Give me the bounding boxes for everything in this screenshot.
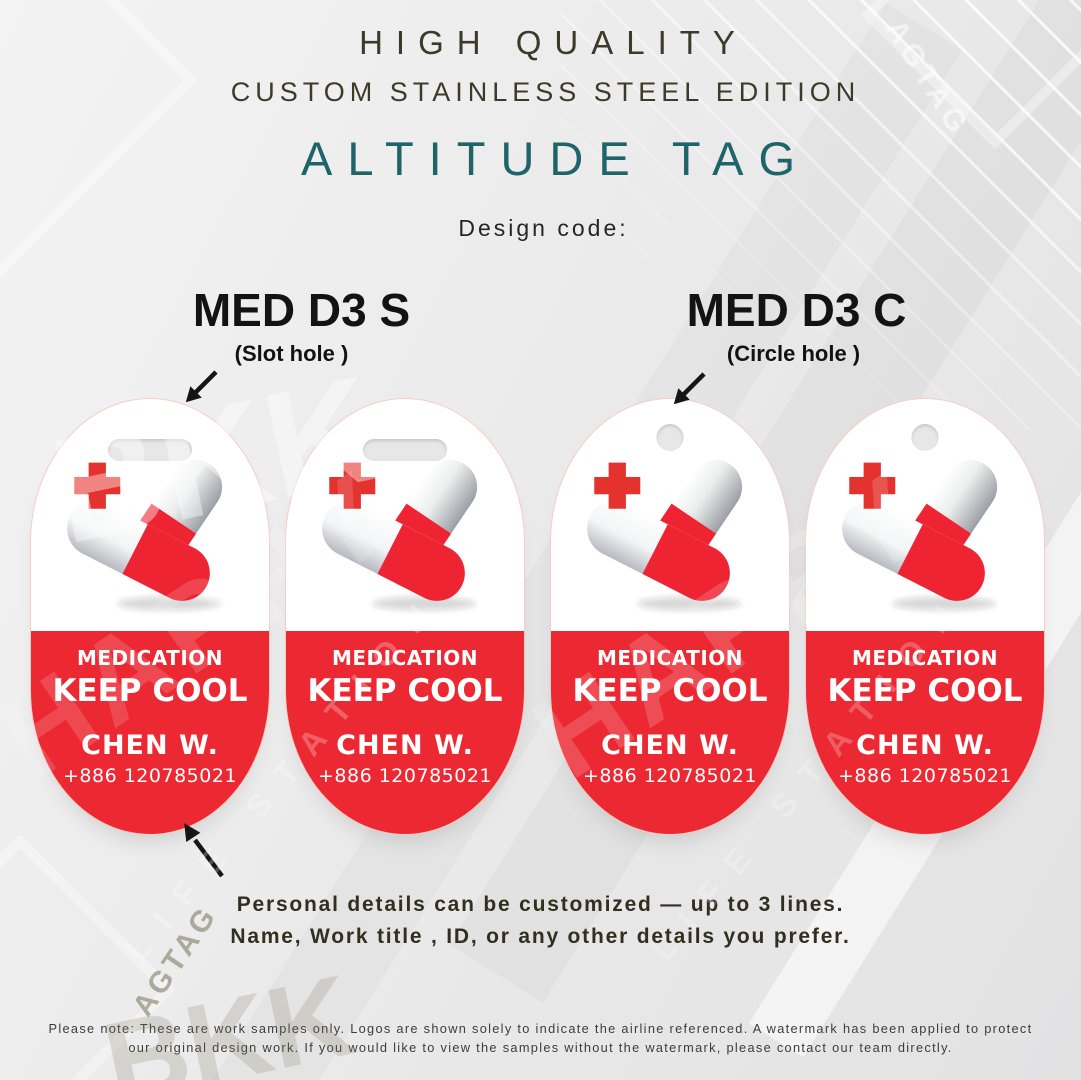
customization-note-line1: Personal details can be customized — up … xyxy=(236,893,845,916)
tag-phone: +886 120785021 xyxy=(582,765,758,787)
tag-red-panel: MEDICATION KEEP COOL CHEN W. +886 120785… xyxy=(31,631,269,834)
arrow-icon xyxy=(184,823,224,878)
tag-holder-name: CHEN W. xyxy=(81,730,219,761)
watermark-chevron xyxy=(860,0,1081,150)
tag-phone: +886 120785021 xyxy=(62,765,238,787)
arrow-icon xyxy=(182,366,222,406)
watermark-text: AGTAG xyxy=(126,899,225,1023)
luggage-tag-slot: MEDICATION KEEP COOL CHEN W. +886 120785… xyxy=(285,398,525,835)
page-title: ALTITUDE TAG xyxy=(300,132,811,185)
tag-category: MEDICATION xyxy=(851,646,999,670)
edition-heading: CUSTOM STAINLESS STEEL EDITION xyxy=(230,77,861,107)
circle-hole xyxy=(656,424,684,451)
medication-pills-icon xyxy=(309,455,501,618)
disclaimer-note: Please note: These are work samples only… xyxy=(48,1021,1033,1055)
tag-category: MEDICATION xyxy=(76,646,224,670)
design-code-slot: MED D3 S xyxy=(192,284,411,336)
tag-phone: +886 120785021 xyxy=(837,765,1013,787)
tag-category: MEDICATION xyxy=(596,646,744,670)
tag-instruction: KEEP COOL xyxy=(572,673,768,709)
tag-instruction: KEEP COOL xyxy=(307,673,503,709)
medication-pills-icon xyxy=(829,455,1021,618)
medication-pills-icon xyxy=(54,455,246,618)
slot-hole xyxy=(108,439,192,461)
tag-holder-name: CHEN W. xyxy=(336,730,474,761)
tag-instruction: KEEP COOL xyxy=(827,673,1023,709)
tag-holder-name: CHEN W. xyxy=(601,730,739,761)
design-code-circle: MED D3 C xyxy=(686,284,907,336)
medication-pills-icon xyxy=(574,455,766,618)
tag-category: MEDICATION xyxy=(331,646,479,670)
quality-heading: HIGH QUALITY xyxy=(359,24,748,61)
luggage-tag-circle: MEDICATION KEEP COOL CHEN W. +886 120785… xyxy=(805,398,1045,835)
tag-red-panel: MEDICATION KEEP COOL CHEN W. +886 120785… xyxy=(551,631,789,834)
tag-holder-name: CHEN W. xyxy=(856,730,994,761)
arrow-icon xyxy=(670,368,710,408)
circle-hole-label: (Circle hole ) xyxy=(726,341,861,366)
luggage-tag-slot: MEDICATION KEEP COOL CHEN W. +886 120785… xyxy=(30,398,270,835)
tag-red-panel: MEDICATION KEEP COOL CHEN W. +886 120785… xyxy=(286,631,524,834)
customization-note-line2: Name, Work title , ID, or any other deta… xyxy=(230,925,851,948)
design-code-label: Design code: xyxy=(458,215,629,241)
slot-hole xyxy=(363,439,447,461)
circle-hole xyxy=(911,424,939,451)
slot-hole-label: (Slot hole ) xyxy=(234,341,349,366)
luggage-tag-circle: MEDICATION KEEP COOL CHEN W. +886 120785… xyxy=(550,398,790,835)
tag-red-panel: MEDICATION KEEP COOL CHEN W. +886 120785… xyxy=(806,631,1044,834)
tag-instruction: KEEP COOL xyxy=(52,673,248,709)
tag-phone: +886 120785021 xyxy=(317,765,493,787)
